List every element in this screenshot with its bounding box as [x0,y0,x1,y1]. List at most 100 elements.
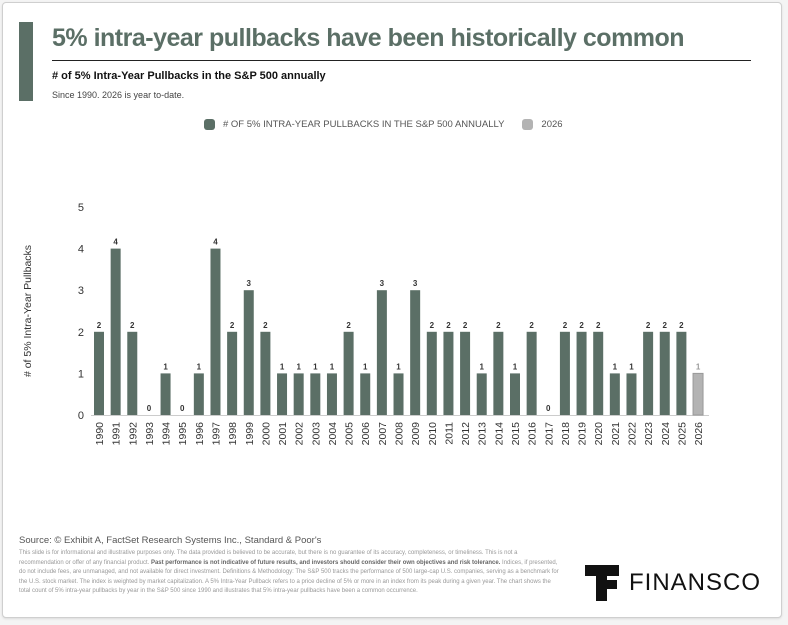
disclaimer-part-2: Indices, if presented, do not include fe… [19,559,559,595]
data-label-2015: 1 [513,362,518,371]
data-label-2006: 1 [363,362,368,371]
bar-2005 [343,331,354,415]
data-label-2011: 2 [446,321,451,330]
bar-2006 [360,373,371,415]
data-label-2004: 1 [330,362,335,371]
data-label-1997: 4 [213,238,218,247]
legend-swatch-main [204,119,215,130]
bar-2020 [593,331,604,415]
disclaimer-text: This slide is for informational and illu… [19,549,559,597]
chart-note: Since 1990. 2026 is year to-date. [52,90,185,100]
x-tick-label: 1995 [177,422,189,446]
x-tick-label: 2017 [543,422,555,446]
x-tick-label: 2021 [610,422,622,446]
source-text: Source: © Exhibit A, FactSet Research Sy… [19,535,322,546]
x-tick-label: 2002 [294,422,306,446]
x-tick-label: 1993 [144,422,156,446]
bar-2004 [326,373,337,415]
bar-2001 [277,373,288,415]
accent-bar [19,22,33,101]
x-tick-label: 2010 [427,422,439,446]
x-tick-label: 1992 [127,422,139,446]
data-label-2012: 2 [463,321,468,330]
data-label-2024: 2 [663,321,668,330]
data-label-2008: 1 [396,362,401,371]
chart-legend: # OF 5% INTRA-YEAR PULLBACKS IN THE S&P … [204,119,563,130]
finansco-logo: FINANSCO [585,565,761,601]
x-tick-label: 2026 [693,422,705,446]
x-tick-label: 2016 [527,422,539,446]
x-tick-label: 2012 [460,422,472,446]
data-label-2001: 1 [280,362,285,371]
y-tick-label: 2 [78,327,84,339]
data-label-2010: 2 [430,321,435,330]
disclaimer-bold: Past performance is not indicative of fu… [150,559,501,566]
data-label-2017: 0 [546,404,551,413]
data-label-1991: 4 [113,238,118,247]
data-label-2026: 1 [696,362,701,371]
data-label-2023: 2 [646,321,651,330]
data-label-2014: 2 [496,321,501,330]
data-label-2007: 3 [380,279,385,288]
bar-2000 [260,331,271,415]
x-tick-label: 1998 [227,422,239,446]
data-label-1994: 1 [163,362,168,371]
data-label-1992: 2 [130,321,135,330]
data-label-2002: 1 [296,362,301,371]
legend-label-main: # OF 5% INTRA-YEAR PULLBACKS IN THE S&P … [223,119,505,130]
bar-2010 [426,331,437,415]
bar-2016 [526,331,537,415]
logo-wordmark: FINANSCO [629,569,762,596]
data-label-2018: 2 [563,321,568,330]
bar-2002 [293,373,304,415]
data-label-1990: 2 [97,321,102,330]
y-axis-label: # of 5% Intra-Year Pullbacks [22,245,34,377]
x-tick-label: 2025 [676,422,688,446]
bar-2019 [576,331,587,415]
data-label-2013: 1 [479,362,484,371]
x-tick-label: 2006 [360,422,372,446]
bar-2011 [443,331,454,415]
bar-2022 [626,373,637,415]
y-tick-label: 5 [78,202,84,214]
x-tick-label: 2001 [277,422,289,446]
data-label-1993: 0 [147,404,152,413]
bar-2014 [493,331,504,415]
bar-2026 [692,372,704,416]
finansco-logo-icon [585,565,619,601]
x-tick-label: 2011 [443,422,455,445]
title-divider [52,60,751,61]
bar-1997 [210,248,221,415]
y-tick-label: 1 [78,368,84,380]
data-label-2009: 3 [413,279,418,288]
bar-2008 [393,373,404,415]
x-tick-label: 2009 [410,422,422,446]
bar-2015 [510,373,520,415]
y-tick-label: 0 [78,410,84,422]
bar-1991 [110,248,121,415]
x-tick-label: 1997 [210,422,222,446]
page-title: 5% intra-year pullbacks have been histor… [52,24,685,52]
bar-1998 [227,331,238,415]
legend-swatch-2026 [522,119,534,130]
bar-1990 [94,331,104,415]
bar-2023 [643,331,654,415]
x-tick-label: 2000 [260,422,272,446]
y-tick-label: 4 [78,244,84,256]
data-label-2025: 2 [679,321,684,330]
bar-2025 [676,331,687,415]
x-tick-label: 1996 [194,422,206,446]
x-tick-label: 2019 [577,422,589,446]
legend-label-2026: 2026 [541,119,563,130]
data-label-1998: 2 [230,321,235,330]
x-tick-label: 2018 [560,422,572,446]
bar-1996 [193,373,204,415]
x-tick-label: 2007 [377,422,389,446]
x-tick-label: 1991 [111,422,123,446]
x-tick-label: 1994 [161,422,173,446]
bar-2018 [559,331,570,415]
data-label-2016: 2 [529,321,534,330]
x-tick-label: 2013 [477,422,489,446]
data-label-2000: 2 [263,321,268,330]
